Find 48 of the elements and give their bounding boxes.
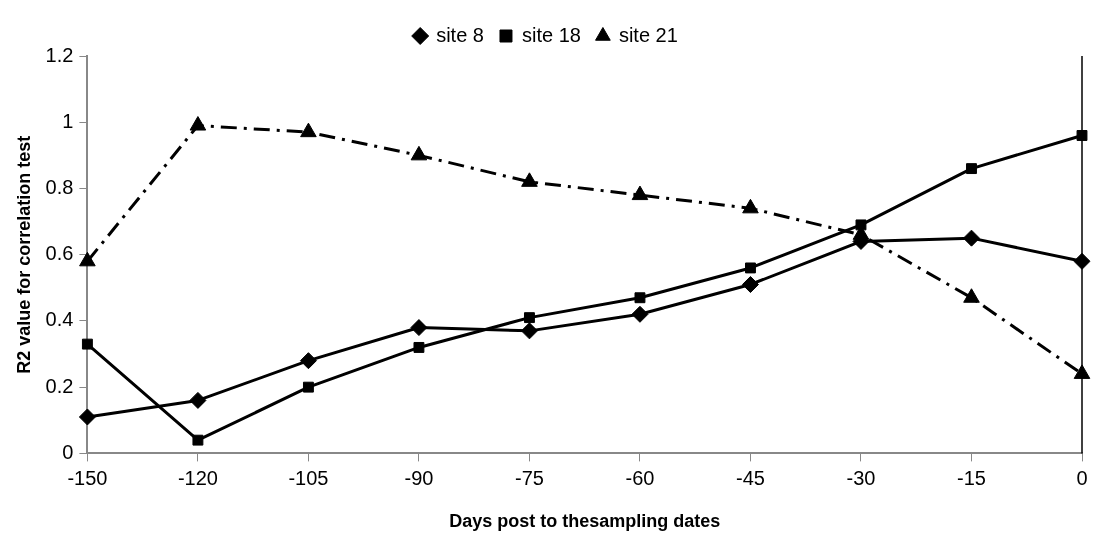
x-tick-label: -105	[288, 466, 329, 489]
point	[300, 122, 317, 138]
x-tick-label: 0	[1076, 466, 1088, 489]
x-tick-label: -15	[957, 466, 986, 489]
x-tick-label: -120	[177, 466, 218, 489]
x-tick-label: -45	[736, 466, 765, 489]
point	[520, 322, 538, 340]
y-tick-label: 1.2	[45, 43, 74, 66]
legend-label: site 18	[521, 23, 581, 46]
legend-label: site 8	[436, 23, 484, 46]
legend-label: site 21	[618, 23, 678, 46]
point	[79, 251, 96, 267]
point	[81, 338, 93, 350]
x-tick-label: -90	[404, 466, 434, 489]
point	[299, 352, 317, 370]
point	[189, 116, 207, 131]
point	[413, 341, 425, 353]
point	[302, 381, 314, 393]
x-axis-title: Days post to thesampling dates	[449, 511, 721, 532]
y-tick-label: 0.2	[45, 374, 74, 397]
point	[966, 163, 977, 175]
point	[521, 172, 538, 187]
y-tick-label: 0.4	[45, 308, 74, 331]
point	[745, 262, 756, 274]
y-tick-label: 0	[62, 440, 74, 463]
y-axis-title: R2 value for correlation test	[13, 135, 34, 374]
y-tick-label: 0.8	[45, 175, 74, 198]
point	[1076, 130, 1088, 141]
point	[192, 434, 204, 446]
point	[962, 229, 980, 247]
point	[634, 292, 646, 304]
point	[410, 145, 428, 161]
point	[410, 319, 428, 337]
x-tick-label: -30	[846, 466, 876, 489]
point	[631, 305, 649, 323]
point	[524, 312, 535, 324]
point	[741, 276, 759, 294]
point	[78, 408, 96, 426]
y-tick-label: 1	[62, 109, 74, 132]
point	[742, 198, 759, 214]
point	[855, 219, 867, 231]
x-tick-label: -60	[625, 466, 655, 489]
point	[963, 288, 980, 303]
point	[631, 185, 649, 201]
x-tick-label: -150	[67, 466, 108, 489]
x-tick-label: -75	[514, 466, 544, 489]
point	[189, 391, 207, 409]
y-tick-label: 0.6	[45, 242, 74, 265]
